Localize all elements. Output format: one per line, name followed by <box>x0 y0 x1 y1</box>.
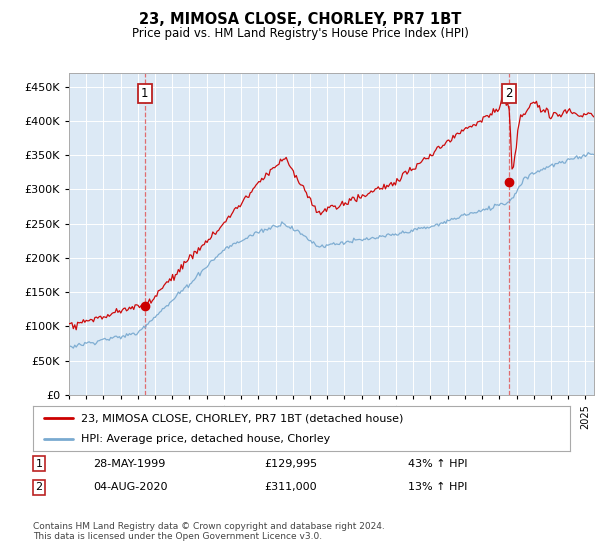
Text: 1: 1 <box>141 87 149 100</box>
Text: 1: 1 <box>35 459 43 469</box>
Text: 2: 2 <box>506 87 513 100</box>
Text: 2: 2 <box>35 482 43 492</box>
Text: 04-AUG-2020: 04-AUG-2020 <box>93 482 167 492</box>
Text: £311,000: £311,000 <box>264 482 317 492</box>
Text: 28-MAY-1999: 28-MAY-1999 <box>93 459 166 469</box>
Text: 23, MIMOSA CLOSE, CHORLEY, PR7 1BT (detached house): 23, MIMOSA CLOSE, CHORLEY, PR7 1BT (deta… <box>82 413 404 423</box>
Text: 23, MIMOSA CLOSE, CHORLEY, PR7 1BT: 23, MIMOSA CLOSE, CHORLEY, PR7 1BT <box>139 12 461 27</box>
Text: £129,995: £129,995 <box>264 459 317 469</box>
Text: Price paid vs. HM Land Registry's House Price Index (HPI): Price paid vs. HM Land Registry's House … <box>131 27 469 40</box>
Text: 13% ↑ HPI: 13% ↑ HPI <box>408 482 467 492</box>
Text: Contains HM Land Registry data © Crown copyright and database right 2024.
This d: Contains HM Land Registry data © Crown c… <box>33 522 385 542</box>
Text: HPI: Average price, detached house, Chorley: HPI: Average price, detached house, Chor… <box>82 433 331 444</box>
Text: 43% ↑ HPI: 43% ↑ HPI <box>408 459 467 469</box>
